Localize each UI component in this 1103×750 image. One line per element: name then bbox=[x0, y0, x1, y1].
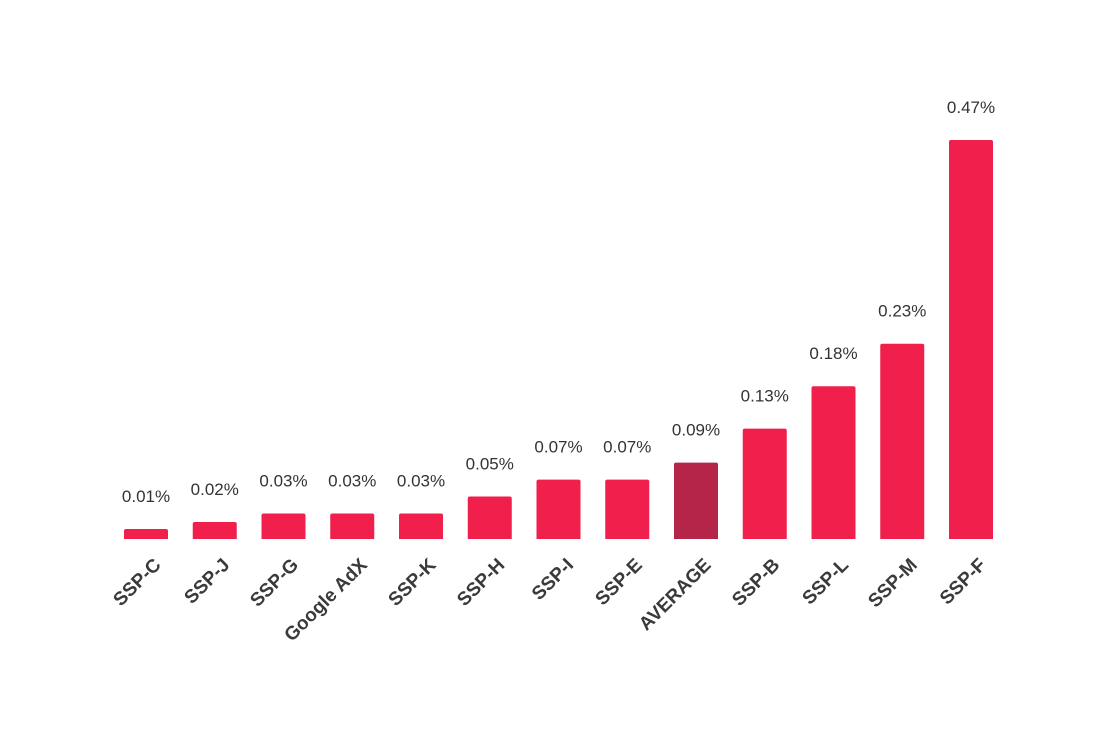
bar-ssp-h bbox=[467, 496, 512, 539]
value-label: 0.03% bbox=[259, 472, 307, 491]
x-tick-label: SSP-G bbox=[246, 555, 303, 612]
bars-group bbox=[124, 140, 993, 539]
value-label: 0.03% bbox=[397, 472, 445, 491]
bar-average bbox=[674, 462, 718, 539]
value-label: 0.07% bbox=[603, 438, 651, 457]
x-tick-label: AVERAGE bbox=[635, 555, 715, 635]
value-label: 0.23% bbox=[878, 302, 926, 321]
bar-ssp-b bbox=[742, 428, 787, 539]
x-tick-label: SSP-L bbox=[799, 554, 854, 609]
bar-ssp-j bbox=[192, 522, 237, 539]
x-tick-label: SSP-E bbox=[592, 555, 647, 610]
x-tick-label: SSP-I bbox=[528, 555, 578, 605]
x-tick-label: SSP-H bbox=[453, 555, 509, 611]
value-label: 0.01% bbox=[122, 487, 170, 506]
value-label: 0.02% bbox=[191, 480, 239, 499]
value-label: 0.07% bbox=[534, 438, 582, 457]
x-tick-label: SSP-C bbox=[110, 554, 166, 610]
bar-ssp-c bbox=[124, 529, 168, 539]
x-tick-label: SSP-M bbox=[864, 555, 921, 612]
value-label: 0.47% bbox=[947, 98, 995, 117]
x-tick-label: SSP-F bbox=[936, 555, 990, 609]
value-label: 0.03% bbox=[328, 472, 376, 491]
x-tick-label: SSP-B bbox=[728, 555, 784, 611]
bar-ssp-e bbox=[605, 479, 650, 539]
value-label: 0.18% bbox=[809, 344, 857, 363]
bar-ssp-l bbox=[811, 386, 856, 539]
x-tick-label: SSP-K bbox=[385, 554, 441, 610]
bar-google-adx bbox=[330, 513, 375, 539]
bar-ssp-g bbox=[261, 513, 306, 539]
value-label: 0.13% bbox=[741, 387, 789, 406]
bar-ssp-f bbox=[949, 140, 993, 539]
bar-ssp-i bbox=[536, 479, 581, 539]
value-label: 0.05% bbox=[466, 455, 514, 474]
x-tick-label: SSP-J bbox=[181, 555, 235, 609]
value-labels-group: 0.01% 0.02% 0.03% 0.03% 0.03% 0.05% 0.07% 0.07%… bbox=[122, 98, 995, 506]
bar-ssp-m bbox=[880, 343, 925, 539]
bar-ssp-k bbox=[399, 513, 443, 539]
value-label: 0.09% bbox=[672, 421, 720, 440]
